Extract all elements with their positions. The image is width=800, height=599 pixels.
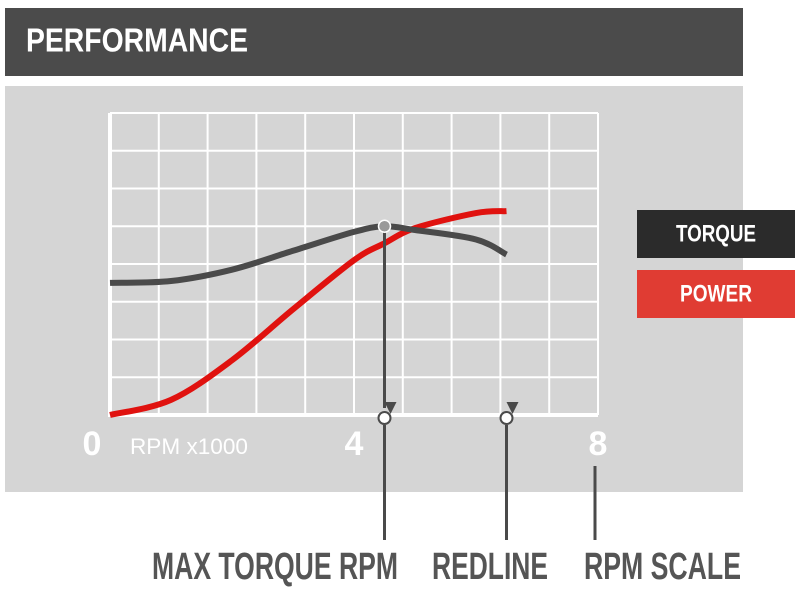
chart-panel	[5, 86, 743, 492]
x-axis-label: RPM x1000	[130, 434, 248, 459]
marker-point	[377, 411, 392, 425]
series-line	[109, 223, 508, 286]
marker-point	[499, 411, 514, 425]
title: PERFORMANCE	[26, 22, 248, 59]
marker-point	[377, 219, 392, 233]
x-tick-label: 4	[345, 425, 364, 463]
legend-swatch	[637, 270, 795, 318]
legend-swatch	[637, 210, 795, 258]
annotation-label: REDLINE	[432, 546, 548, 588]
x-tick-label: 8	[589, 425, 608, 463]
x-tick-label: 0	[83, 425, 102, 463]
annotation-label: MAX TORQUE RPM	[152, 546, 398, 588]
legend-label: TORQUE	[676, 220, 756, 247]
legend-label: POWER	[680, 280, 752, 307]
annotation-label: RPM SCALE	[584, 546, 741, 588]
header-bar	[5, 8, 743, 76]
series-line	[109, 208, 507, 418]
